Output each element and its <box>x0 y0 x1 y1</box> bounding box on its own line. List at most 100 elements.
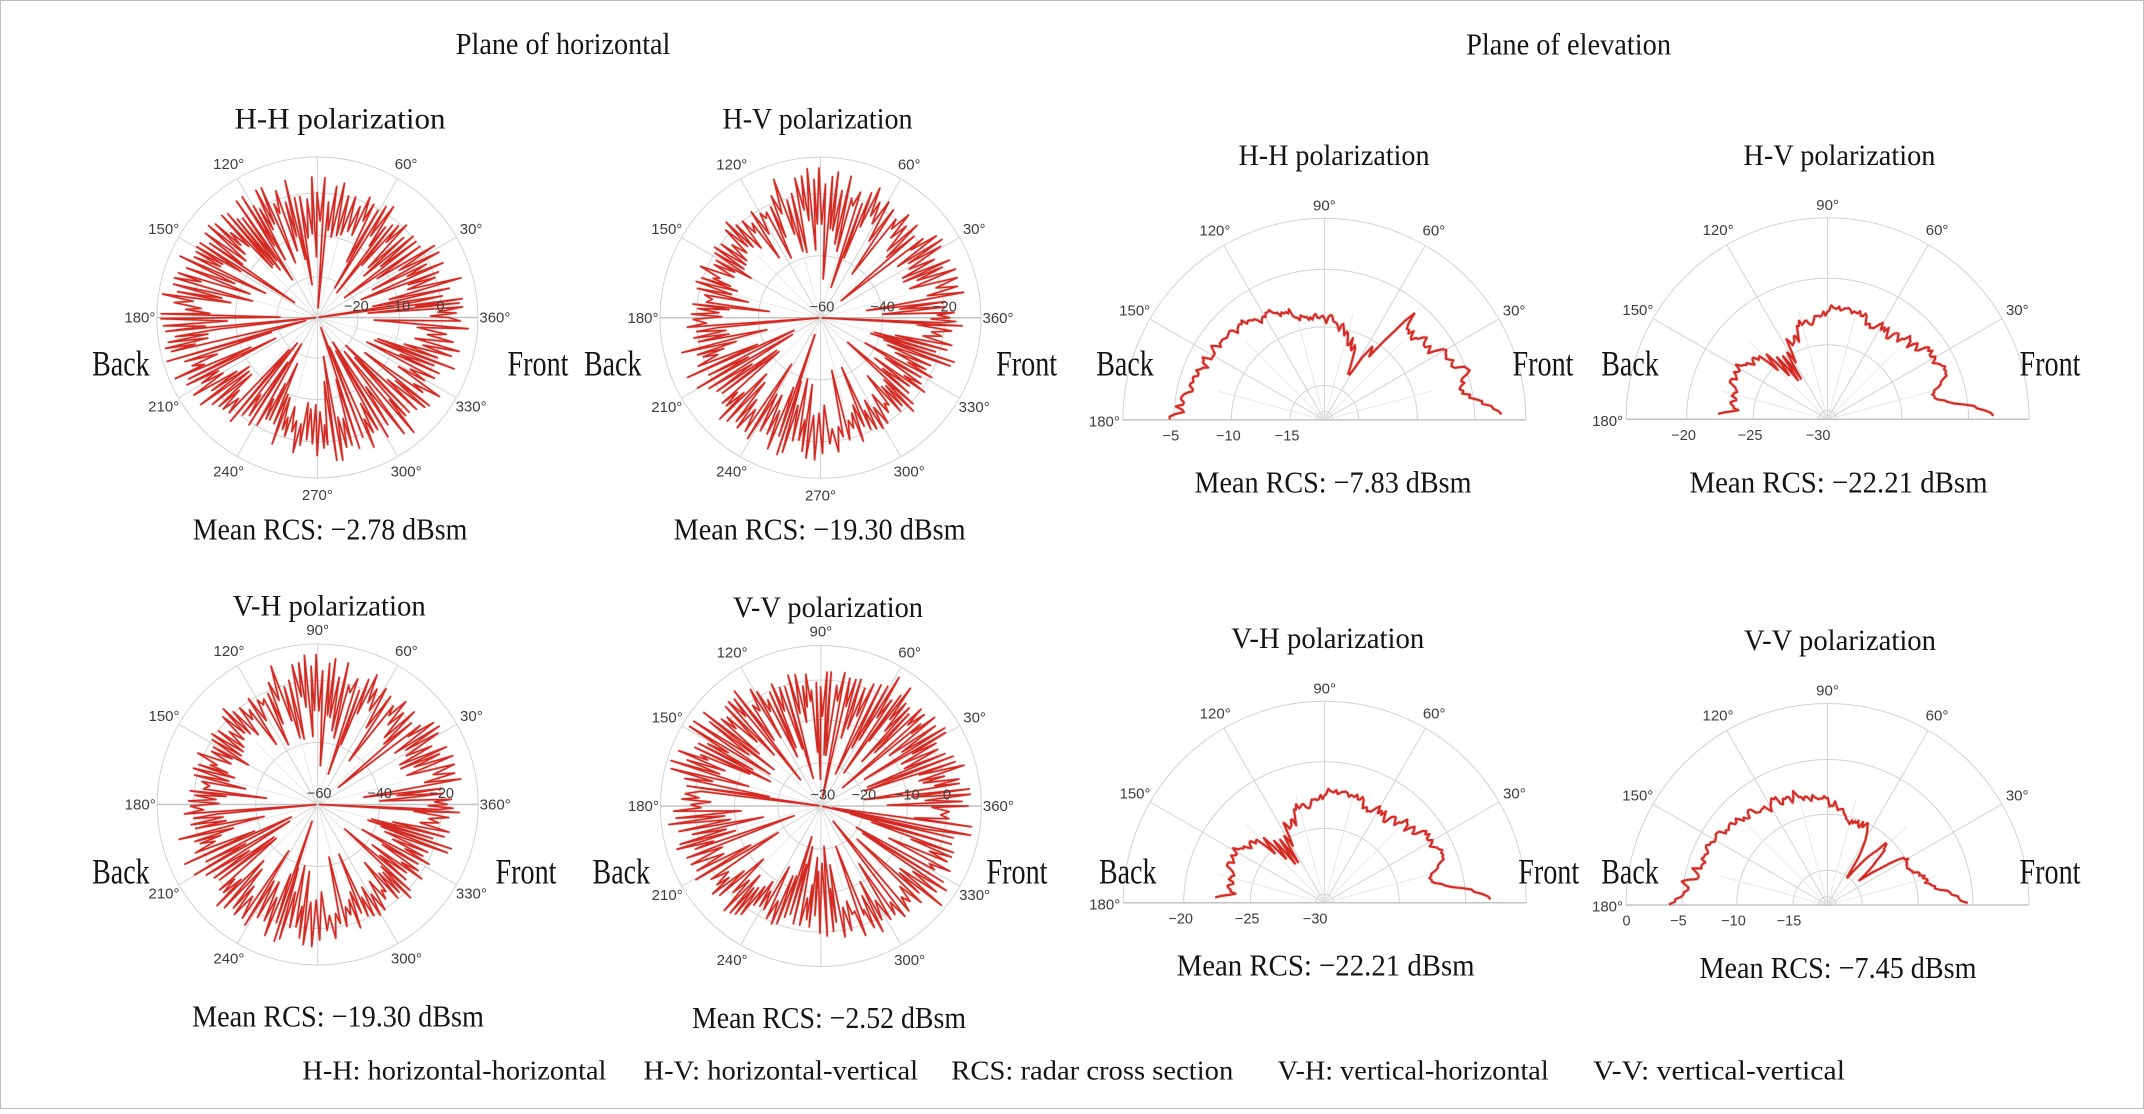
svg-text:−30: −30 <box>1806 428 1831 444</box>
svg-text:150°: 150° <box>1119 786 1150 803</box>
svg-text:270°: 270° <box>805 488 836 505</box>
svg-text:Mean RCS: −7.45 dBsm: Mean RCS: −7.45 dBsm <box>1700 951 1977 985</box>
svg-text:60°: 60° <box>1926 222 1949 239</box>
svg-text:Back: Back <box>92 851 150 891</box>
svg-text:Mean RCS: −7.83 dBsm: Mean RCS: −7.83 dBsm <box>1195 466 1472 500</box>
svg-text:150°: 150° <box>148 708 179 725</box>
svg-text:150°: 150° <box>148 221 179 238</box>
svg-text:−25: −25 <box>1738 428 1763 444</box>
svg-text:210°: 210° <box>148 398 179 415</box>
svg-text:180°: 180° <box>124 310 155 327</box>
svg-text:Mean RCS: −19.30 dBsm: Mean RCS: −19.30 dBsm <box>674 512 966 546</box>
svg-text:90°: 90° <box>1816 197 1839 214</box>
svg-text:−20: −20 <box>932 299 957 315</box>
svg-text:300°: 300° <box>391 950 422 967</box>
svg-text:210°: 210° <box>148 886 179 903</box>
svg-text:−30: −30 <box>1303 911 1328 927</box>
svg-text:Back: Back <box>1099 851 1157 891</box>
svg-text:60°: 60° <box>1423 222 1446 239</box>
svg-text:Front: Front <box>508 344 569 384</box>
svg-text:30°: 30° <box>963 221 986 238</box>
svg-text:150°: 150° <box>1622 302 1653 319</box>
svg-text:Back: Back <box>1601 851 1659 891</box>
svg-text:H-V polarization: H-V polarization <box>1743 140 1935 172</box>
svg-text:−10: −10 <box>1216 428 1241 444</box>
svg-text:−10: −10 <box>386 299 411 315</box>
svg-text:120°: 120° <box>1702 708 1733 725</box>
svg-text:330°: 330° <box>456 886 487 903</box>
svg-text:210°: 210° <box>652 887 683 904</box>
svg-text:120°: 120° <box>717 645 748 662</box>
svg-text:Back: Back <box>584 344 642 384</box>
svg-text:90°: 90° <box>810 624 833 641</box>
svg-text:−20: −20 <box>1671 428 1696 444</box>
svg-text:Mean RCS: −22.21 dBsm: Mean RCS: −22.21 dBsm <box>1690 466 1988 500</box>
svg-text:Front: Front <box>2020 851 2081 891</box>
svg-text:150°: 150° <box>651 221 682 238</box>
svg-text:Back: Back <box>593 851 651 891</box>
svg-text:120°: 120° <box>1199 222 1230 239</box>
svg-text:−10: −10 <box>1721 914 1746 930</box>
svg-text:30°: 30° <box>460 708 483 725</box>
svg-text:240°: 240° <box>716 464 747 481</box>
svg-text:H-V: horizontal-vertical: H-V: horizontal-vertical <box>644 1054 919 1085</box>
svg-text:0: 0 <box>436 299 444 315</box>
svg-text:60°: 60° <box>1926 708 1949 725</box>
svg-text:300°: 300° <box>391 463 422 480</box>
svg-text:−15: −15 <box>1275 428 1300 444</box>
svg-text:H-H polarization: H-H polarization <box>1239 140 1430 172</box>
svg-text:−40: −40 <box>870 299 895 315</box>
svg-text:V-H polarization: V-H polarization <box>233 591 426 623</box>
svg-text:Plane of elevation: Plane of elevation <box>1466 28 1671 62</box>
svg-text:H-H: horizontal-horizontal: H-H: horizontal-horizontal <box>302 1054 606 1085</box>
svg-text:H-H polarization: H-H polarization <box>235 104 446 136</box>
svg-text:240°: 240° <box>213 950 244 967</box>
svg-text:Front: Front <box>996 344 1057 384</box>
svg-text:30°: 30° <box>460 221 483 238</box>
svg-text:Front: Front <box>987 851 1048 891</box>
svg-text:30°: 30° <box>1503 303 1526 320</box>
svg-text:60°: 60° <box>395 643 418 660</box>
svg-text:60°: 60° <box>898 156 921 173</box>
svg-text:30°: 30° <box>963 710 986 727</box>
svg-text:Front: Front <box>2020 344 2081 384</box>
svg-text:Front: Front <box>1518 851 1579 891</box>
svg-text:180°: 180° <box>125 797 156 814</box>
svg-text:120°: 120° <box>1200 705 1231 722</box>
svg-text:Mean RCS: −22.21 dBsm: Mean RCS: −22.21 dBsm <box>1177 949 1475 983</box>
svg-text:360°: 360° <box>479 310 510 327</box>
svg-text:90°: 90° <box>1313 681 1336 698</box>
svg-text:60°: 60° <box>1423 705 1446 722</box>
svg-text:−25: −25 <box>1235 911 1260 927</box>
svg-text:−60: −60 <box>307 786 332 802</box>
svg-text:Back: Back <box>1601 344 1659 384</box>
svg-text:30°: 30° <box>2006 302 2029 319</box>
svg-text:Front: Front <box>1513 344 1574 384</box>
svg-text:V-V polarization: V-V polarization <box>1744 625 1936 657</box>
svg-text:240°: 240° <box>717 952 748 969</box>
svg-text:−20: −20 <box>429 786 454 802</box>
svg-text:90°: 90° <box>1816 683 1839 700</box>
svg-text:−20: −20 <box>1168 911 1193 927</box>
svg-text:330°: 330° <box>959 887 990 904</box>
svg-text:270°: 270° <box>302 487 333 504</box>
svg-text:Front: Front <box>496 851 557 891</box>
svg-text:V-V: vertical-vertical: V-V: vertical-vertical <box>1593 1054 1845 1085</box>
svg-text:−20: −20 <box>344 299 369 315</box>
svg-text:−5: −5 <box>1163 428 1180 444</box>
svg-text:150°: 150° <box>1622 788 1653 805</box>
svg-text:180°: 180° <box>627 310 658 327</box>
svg-text:240°: 240° <box>213 463 244 480</box>
svg-text:−40: −40 <box>367 786 392 802</box>
svg-text:180°: 180° <box>1592 413 1623 430</box>
svg-text:0: 0 <box>1622 914 1630 930</box>
svg-text:Back: Back <box>92 344 150 384</box>
svg-text:90°: 90° <box>1313 198 1336 215</box>
svg-text:60°: 60° <box>898 645 921 662</box>
svg-text:H-V polarization: H-V polarization <box>723 104 913 136</box>
svg-text:V-H polarization: V-H polarization <box>1231 623 1424 655</box>
svg-text:−15: −15 <box>1777 914 1802 930</box>
svg-text:120°: 120° <box>213 156 244 173</box>
svg-text:Plane of horizontal: Plane of horizontal <box>456 27 671 61</box>
svg-text:RCS: radar cross section: RCS: radar cross section <box>951 1054 1233 1085</box>
